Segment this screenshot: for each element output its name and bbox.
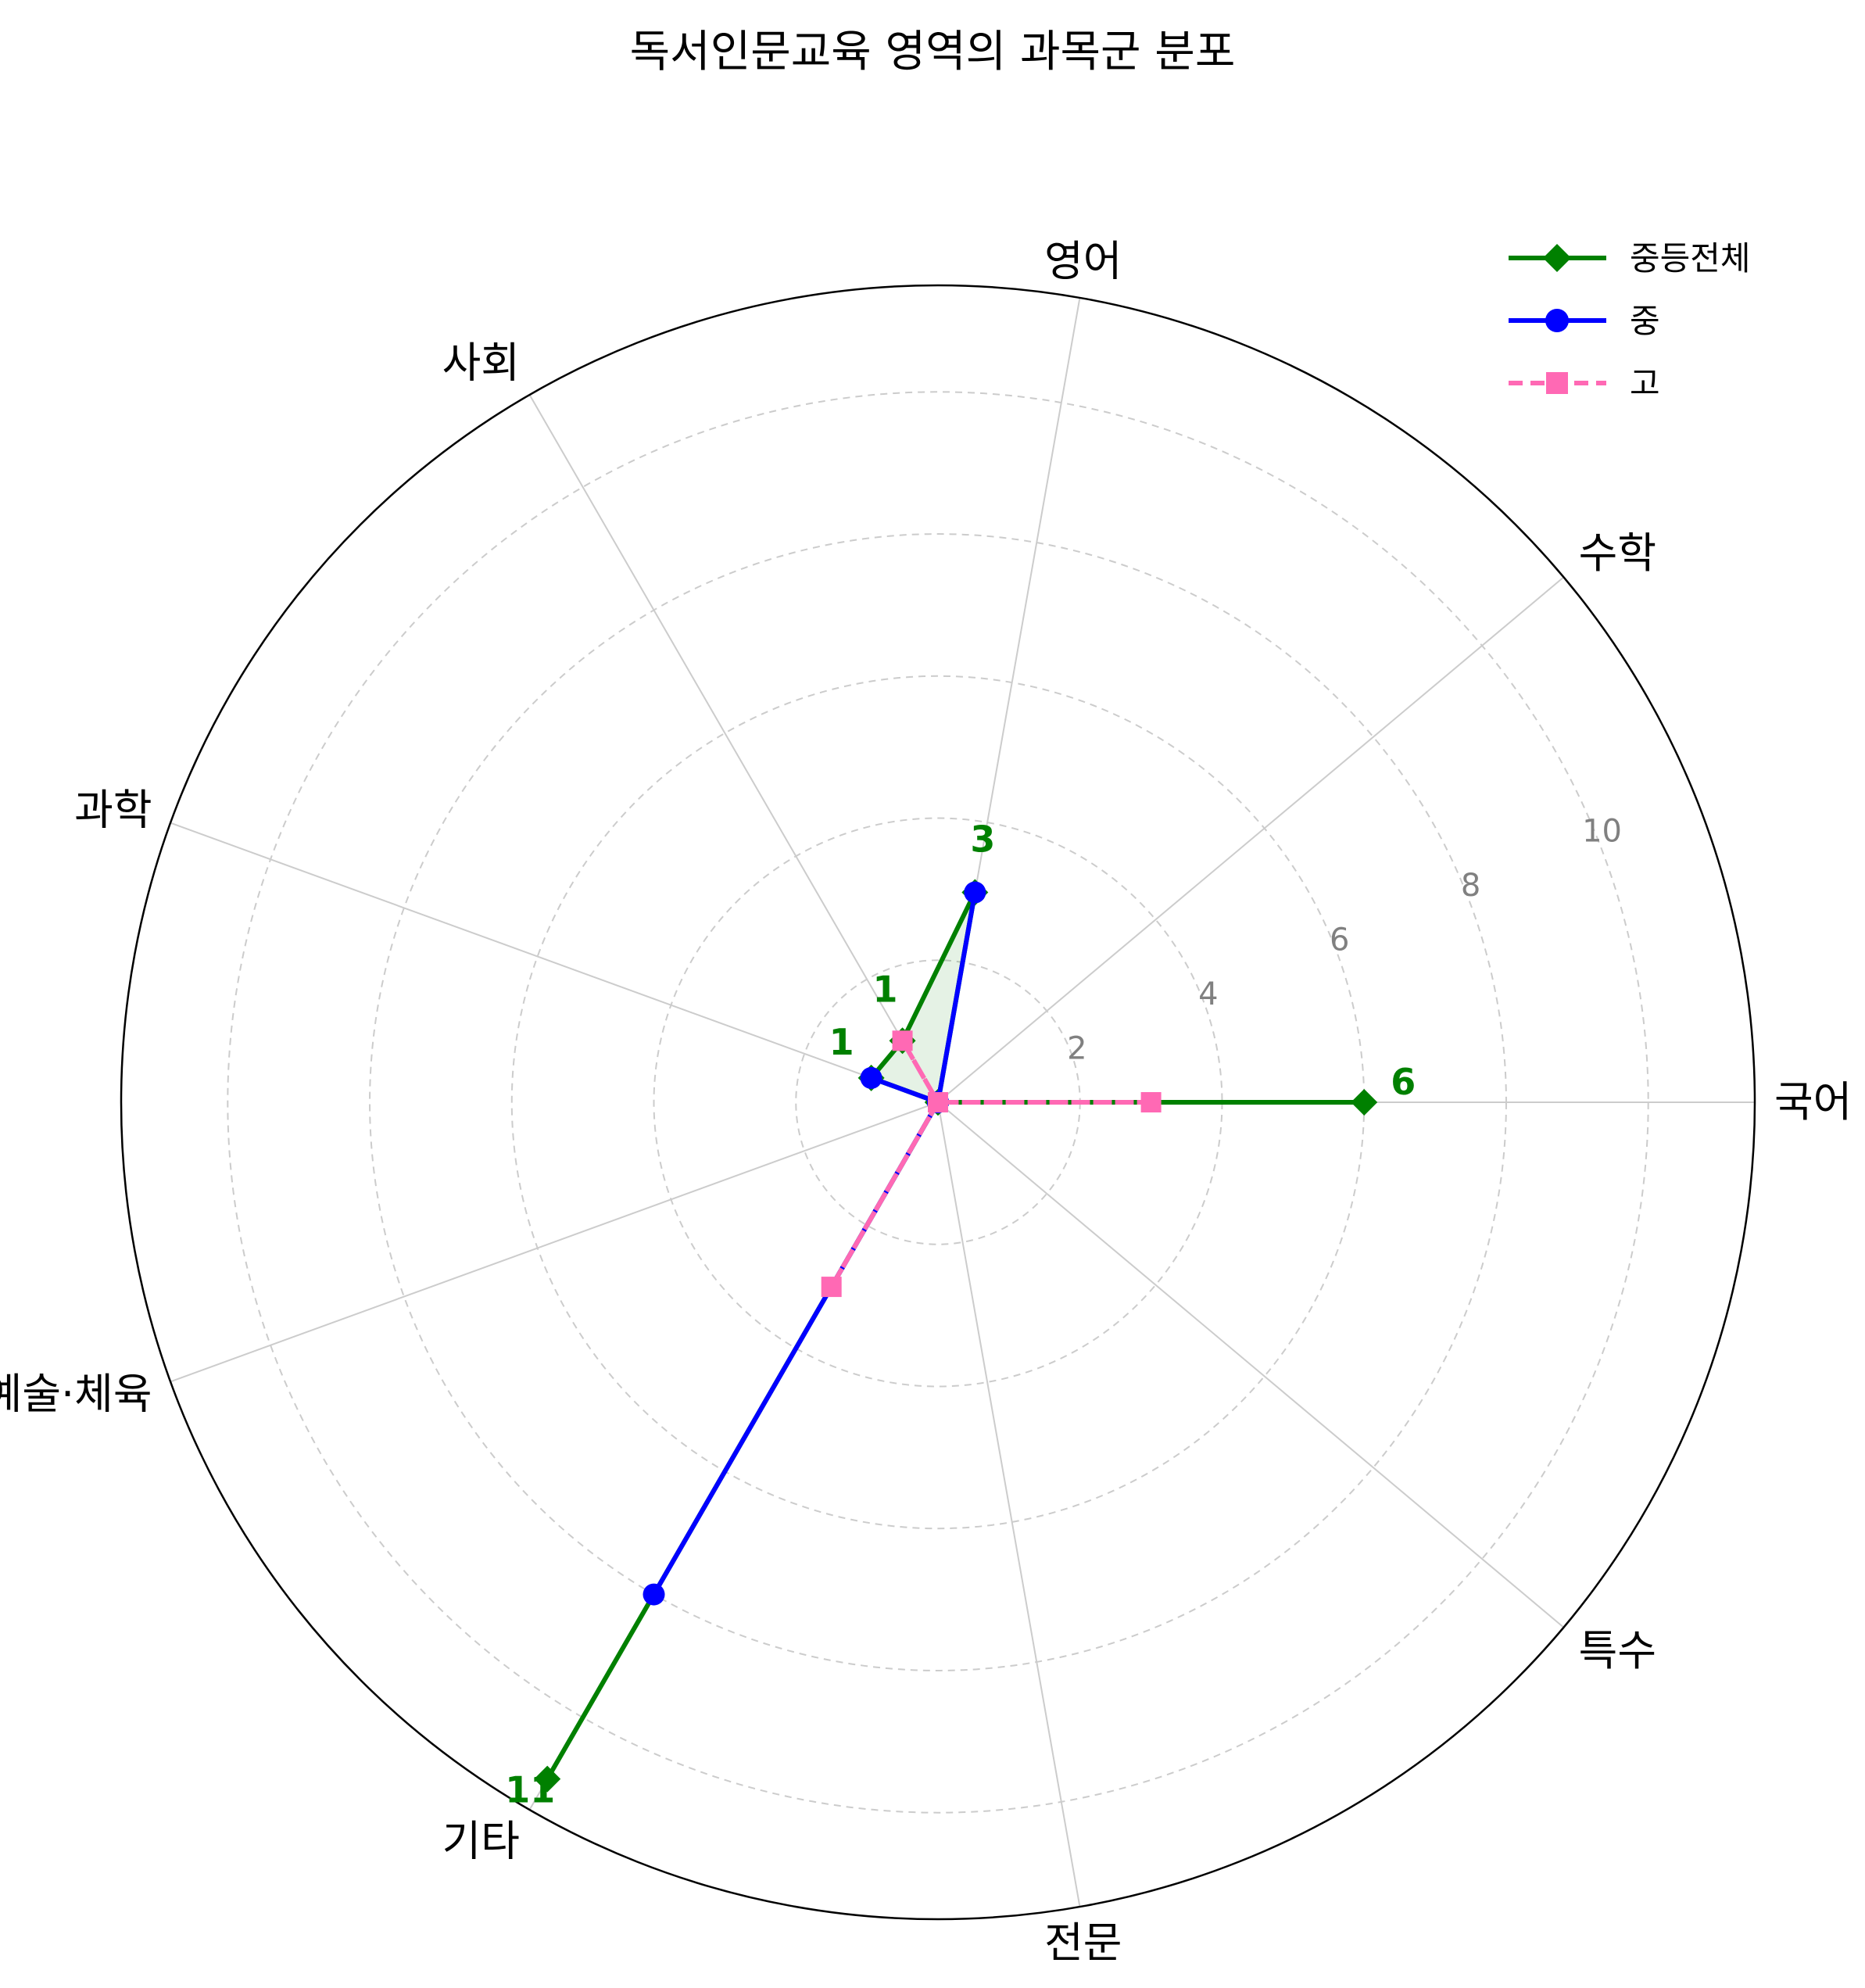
r-tick-label: 8: [1461, 868, 1480, 904]
legend-label: 중: [1630, 302, 1660, 340]
circle-marker: [860, 1066, 882, 1089]
data-label: 11: [505, 1769, 555, 1811]
diamond-marker: [534, 1765, 561, 1793]
square-marker: [821, 1277, 842, 1298]
category-label: 수학: [1579, 528, 1656, 578]
radial-gridline: [937, 576, 1565, 1103]
radial-gridline: [937, 1101, 1081, 1907]
series-fill-1: [547, 892, 1365, 1779]
radial-gridline: [937, 1101, 1565, 1628]
chart-title: 독서인문교육 영역의 과목군 분포: [630, 27, 1236, 77]
data-label: 3: [970, 818, 995, 861]
square-marker: [892, 1030, 913, 1051]
grid-ring: [227, 391, 1649, 1814]
data-label: 1: [873, 968, 898, 1010]
r-tick-label: 2: [1067, 1030, 1086, 1066]
legend-square-marker: [1546, 372, 1568, 394]
circle-marker: [643, 1583, 665, 1606]
r-tick-label: 4: [1198, 976, 1218, 1012]
outer-spine: [120, 284, 1756, 1921]
series-line-1: [545, 890, 1367, 1782]
radial-gridline: [170, 822, 939, 1103]
square-marker: [928, 1092, 948, 1112]
category-label: 사회: [442, 338, 520, 387]
legend-label: 고: [1630, 364, 1660, 403]
diamond-marker: [1351, 1089, 1378, 1116]
category-label: 과학: [74, 786, 152, 835]
r-tick-label: 10: [1582, 813, 1622, 849]
legend-circle-marker: [1545, 309, 1569, 332]
grid-ring: [369, 533, 1507, 1671]
category-label: 특수: [1579, 1626, 1656, 1675]
series-layer: [534, 879, 1378, 1793]
square-marker: [1140, 1092, 1162, 1112]
category-label: 기타: [442, 1817, 520, 1866]
radial-gridline: [170, 1101, 939, 1383]
data-label: 6: [1391, 1061, 1416, 1103]
circle-marker: [964, 881, 986, 904]
radial-gridline: [528, 394, 939, 1103]
category-label: 영어: [1044, 237, 1122, 286]
r-tick-label: 6: [1330, 922, 1349, 958]
legend-diamond-marker: [1543, 244, 1571, 272]
category-label: 국어: [1774, 1077, 1852, 1127]
data-label: 1: [829, 1021, 854, 1063]
category-label: 예술·체육: [0, 1369, 152, 1418]
legend-label: 중등전체: [1630, 239, 1751, 278]
category-label: 전문: [1044, 1918, 1122, 1967]
